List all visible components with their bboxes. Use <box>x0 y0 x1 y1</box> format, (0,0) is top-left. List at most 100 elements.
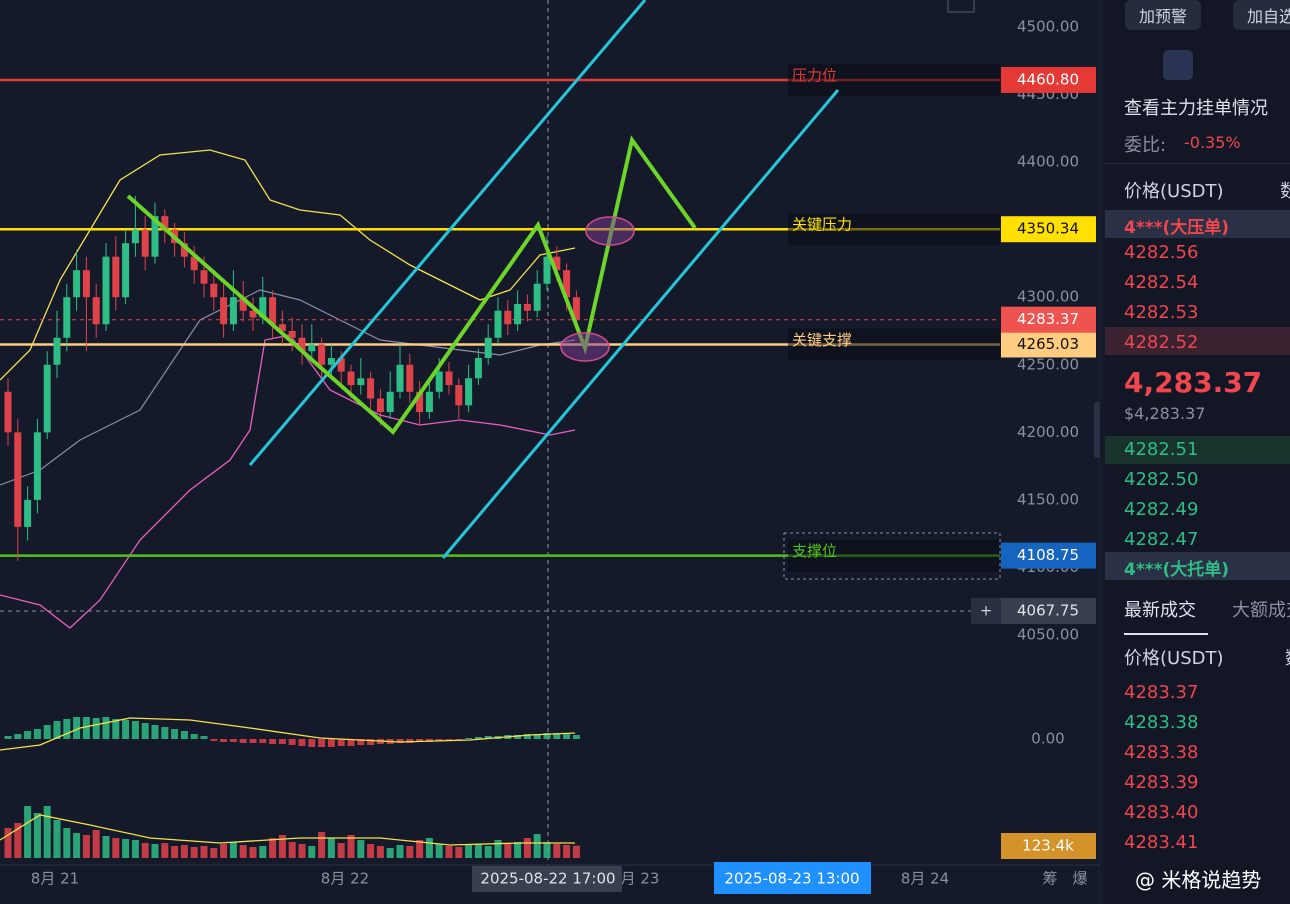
macd-bar <box>73 717 81 739</box>
macd-bar <box>455 739 463 740</box>
trade-price: 4283.37 <box>1124 682 1199 703</box>
macd-bar <box>249 739 257 743</box>
bid-price: 4282.51 <box>1124 439 1199 460</box>
candle-body <box>357 378 365 386</box>
macd-bar <box>200 736 208 739</box>
candle-body <box>572 297 580 320</box>
candle-body <box>288 331 296 338</box>
level-label-bg <box>788 63 1000 96</box>
macd-bar <box>572 735 580 739</box>
candle-body <box>435 371 443 392</box>
macd-bar <box>24 731 32 739</box>
bid-price: 4282.50 <box>1124 469 1199 490</box>
macd-bar <box>92 718 100 739</box>
candle-body <box>161 216 169 230</box>
highlight-ellipse <box>585 216 635 246</box>
toolbar-icon[interactable] <box>1163 50 1193 80</box>
macd-bar <box>396 739 404 743</box>
level-tag <box>1001 216 1096 243</box>
volume-bar <box>220 844 228 858</box>
candle-body <box>151 216 159 257</box>
candle-body <box>200 270 208 284</box>
candle-body <box>396 364 404 392</box>
macd-bar <box>563 734 571 739</box>
candle-body <box>465 378 473 406</box>
ratio-label: 委比: <box>1124 135 1167 156</box>
candle-body <box>543 256 551 284</box>
ask-price: 4282.56 <box>1124 242 1199 263</box>
candle-body <box>367 378 375 399</box>
candle-body <box>33 432 41 500</box>
candle-body <box>533 283 541 311</box>
candle-body <box>425 391 433 413</box>
volume-bar <box>523 838 531 858</box>
volume-bar <box>543 842 551 858</box>
book-header: 数量 <box>1280 181 1290 202</box>
crosshair-plus: + <box>980 602 993 620</box>
candle-body <box>4 391 12 433</box>
macd-bar <box>171 729 179 739</box>
button[interactable]: 加预警 <box>1125 0 1202 30</box>
volume-bar <box>14 823 22 858</box>
candle-body <box>278 324 286 331</box>
tab[interactable]: 大额成交 <box>1232 600 1290 621</box>
row-highlight <box>1105 552 1290 580</box>
tool-icon[interactable] <box>947 0 975 13</box>
volume-bar <box>180 845 188 858</box>
volume-bar <box>465 845 473 858</box>
volume-bar <box>200 846 208 858</box>
watermark: @ 米格说趋势 <box>1135 868 1262 892</box>
tool-label: 爆 <box>1072 870 1087 888</box>
collapse-handle[interactable] <box>1094 402 1100 458</box>
button[interactable]: 加自选 <box>1233 0 1290 30</box>
divider <box>1105 163 1290 164</box>
volume-bar <box>63 828 71 858</box>
volume-bar <box>308 846 316 858</box>
trade-price: 4283.38 <box>1124 712 1199 733</box>
tab[interactable]: 最新成交 <box>1124 600 1196 621</box>
level-label-bg <box>788 328 1000 361</box>
macd-bar <box>229 739 237 742</box>
bid-price: 4282.47 <box>1124 529 1199 550</box>
mid-price: 4,283.37 <box>1124 366 1263 399</box>
candle-body <box>563 270 571 298</box>
price-tick-label: 4150.00 <box>1017 490 1079 508</box>
macd-bar <box>416 739 424 742</box>
volume-bar <box>357 840 365 858</box>
trade-price: 4283.40 <box>1124 802 1199 823</box>
macd-bar <box>53 721 61 739</box>
candle-body <box>190 256 198 271</box>
macd-bar <box>347 739 355 746</box>
volume-bar <box>102 836 110 858</box>
channel-lower <box>441 89 840 559</box>
macd-bar <box>318 739 326 747</box>
volume-tag <box>1001 833 1096 859</box>
ask-price: 4282.52 <box>1124 332 1199 353</box>
middle-band <box>0 289 576 486</box>
volume-tag-label: 123.4k <box>1022 837 1074 855</box>
candle-body <box>406 364 414 392</box>
macd-bar <box>337 739 345 746</box>
selected-time: 2025-08-23 13:00 <box>724 870 859 888</box>
macd-bar <box>465 738 473 739</box>
volume-bar <box>259 846 267 858</box>
candle-body <box>523 303 531 311</box>
candle-body <box>514 303 522 325</box>
candle-body <box>210 283 218 298</box>
row-highlight <box>1105 436 1290 464</box>
level-tag-label: 4108.75 <box>1017 546 1079 564</box>
macd-bar <box>190 734 198 739</box>
volume-bar <box>553 844 561 858</box>
macd-bar <box>278 739 286 744</box>
level-tag-label: 4265.03 <box>1017 335 1079 353</box>
tool-label: 筹 <box>1042 870 1057 888</box>
volume-bar <box>43 806 51 858</box>
candle-body <box>318 344 326 365</box>
last-price-tag <box>1001 306 1096 333</box>
macd-bar <box>210 739 218 741</box>
highlight-ellipse <box>560 332 610 362</box>
zigzag-projection <box>126 135 697 435</box>
big-bid: 4***(大托单) <box>1124 560 1230 580</box>
price-tick-label: 4050.00 <box>1017 626 1079 644</box>
